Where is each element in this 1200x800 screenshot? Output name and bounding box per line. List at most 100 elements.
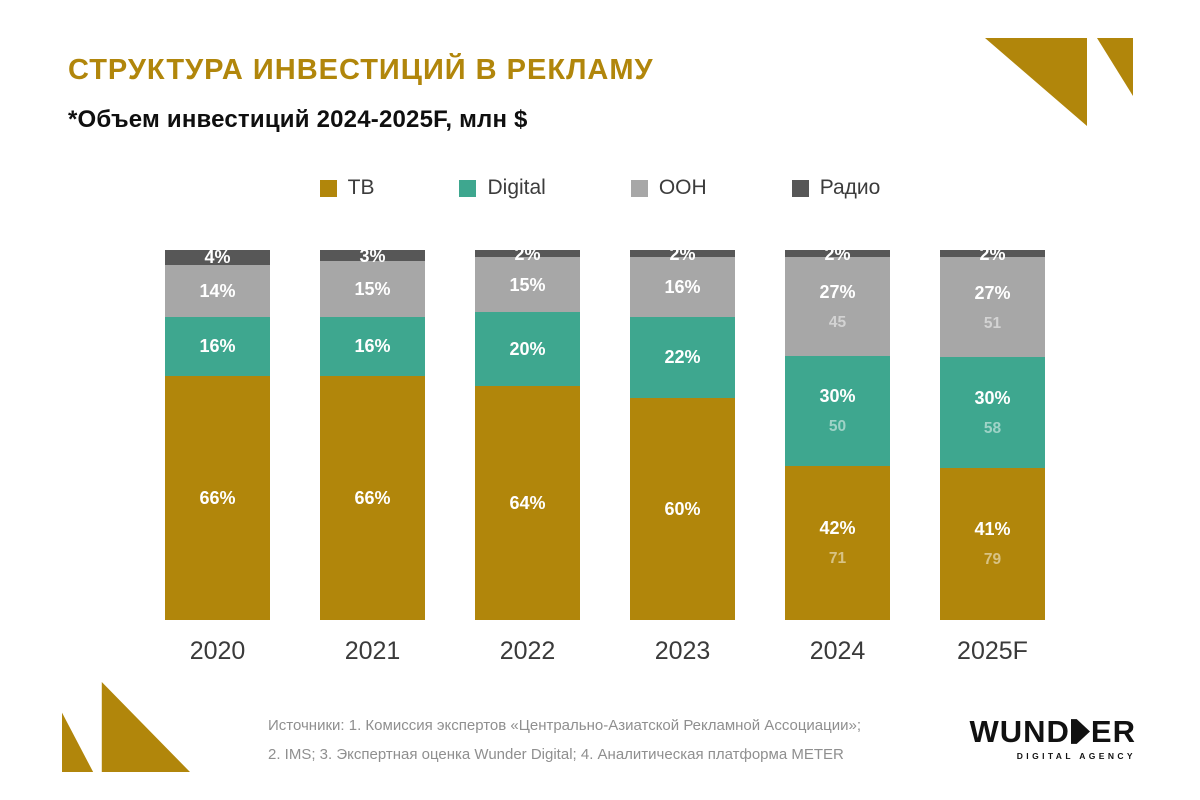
segment-OOH-2020: 14% (165, 264, 270, 317)
legend-item-Радио: Радио (791, 176, 881, 200)
stacked-bar-chart: 4% 14% 16% 66% 2020 3% 15% 16% 66% 2021 2% 15% 20% 64… (165, 245, 1045, 666)
segment-Радио-2023: 2% (630, 245, 735, 263)
segment-OOH-2025F: 27% 51 (940, 257, 1045, 358)
segment-percent-label: 16% (199, 336, 236, 357)
segment-Digital-2021: 16% (320, 316, 425, 376)
segment-abs-value-label: 79 (983, 551, 1002, 569)
segment-percent-label: 14% (199, 280, 236, 301)
legend-label: ТВ (347, 176, 375, 199)
legend-item-ТВ: ТВ (319, 176, 375, 200)
page-subtitle: *Объем инвестиций 2024-2025F, млн $ (68, 106, 528, 133)
segment-abs-value-label: 45 (828, 313, 847, 331)
segment-abs-value-label: 50 (828, 418, 847, 436)
segment-percent-label: 64% (509, 492, 546, 513)
segment-percent-label: 27% (974, 282, 1011, 303)
logo-text-right: ER (1090, 714, 1136, 749)
segment-percent-label: 66% (354, 487, 391, 508)
segment-Digital-2020: 16% (165, 316, 270, 376)
stacked-bar: 2% 27% 51 30% 58 41% 79 (940, 245, 1045, 620)
legend-item-Digital: Digital (459, 176, 546, 200)
segment-percent-label: 2% (824, 243, 851, 264)
stacked-bar: 2% 27% 45 30% 50 42% 71 (785, 245, 890, 620)
segment-percent-label: 2% (669, 243, 696, 264)
segment-ТВ-2022: 64% (475, 385, 580, 620)
segment-abs-value-label: 51 (983, 314, 1002, 332)
category-label: 2023 (654, 637, 711, 665)
segment-Digital-2022: 20% (475, 312, 580, 386)
segment-percent-label: 3% (359, 245, 386, 266)
segment-OOH-2023: 16% (630, 257, 735, 317)
segment-abs-value-label: 71 (828, 550, 847, 568)
segment-Digital-2024: 30% 50 (785, 356, 890, 467)
sources-line-1: Источники: 1. Комиссия экспертов «Центра… (268, 717, 861, 734)
segment-percent-label: 2% (514, 243, 541, 264)
stacked-bar: 3% 15% 16% 66% (320, 247, 425, 620)
bar-column-2024: 2% 27% 45 30% 50 42% 71 2024 (785, 245, 890, 666)
segment-ТВ-2021: 66% (320, 375, 425, 620)
segment-abs-value-label: 58 (983, 420, 1002, 438)
stacked-bar: 2% 16% 22% 60% (630, 245, 735, 620)
category-label: 2022 (499, 637, 556, 665)
segment-percent-label: 66% (199, 487, 236, 508)
segment-Радио-2024: 2% (785, 245, 890, 263)
bar-column-2023: 2% 16% 22% 60% 2023 (630, 245, 735, 666)
segment-ТВ-2024: 42% 71 (785, 466, 890, 620)
bar-column-2021: 3% 15% 16% 66% 2021 (320, 247, 425, 666)
segment-percent-label: 20% (509, 338, 546, 359)
page-title: СТРУКТУРА ИНВЕСТИЦИЙ В РЕКЛАМУ (68, 54, 654, 86)
chart-legend: ТВ Digital OOH Радио (0, 176, 1200, 200)
segment-ТВ-2020: 66% (165, 375, 270, 620)
segment-Радио-2021: 3% (320, 247, 425, 265)
segment-Радио-2020: 4% (165, 247, 270, 268)
segment-percent-label: 22% (664, 347, 701, 368)
corner-ornament-bottom-left (62, 682, 190, 772)
stacked-bar: 2% 15% 20% 64% (475, 245, 580, 620)
segment-percent-label: 15% (509, 274, 546, 295)
category-label: 2020 (189, 637, 246, 665)
legend-swatch (319, 179, 337, 197)
segment-percent-label: 16% (664, 276, 701, 297)
segment-OOH-2022: 15% (475, 257, 580, 313)
legend-label: OOH (658, 176, 707, 199)
legend-swatch (791, 179, 809, 197)
segment-Digital-2023: 22% (630, 316, 735, 398)
segment-ТВ-2023: 60% (630, 397, 735, 620)
segment-percent-label: 41% (974, 519, 1011, 540)
sources-note: Источники: 1. Комиссия экспертов «Центра… (268, 712, 861, 769)
segment-Радио-2022: 2% (475, 245, 580, 263)
segment-Digital-2025F: 30% 58 (940, 357, 1045, 469)
category-label: 2021 (344, 637, 401, 665)
segment-Радио-2025F: 2% (940, 245, 1045, 263)
stacked-bar: 4% 14% 16% 66% (165, 247, 270, 620)
bar-column-2025F: 2% 27% 51 30% 58 41% 79 2025F (940, 245, 1045, 666)
legend-swatch (630, 179, 648, 197)
legend-swatch (459, 179, 477, 197)
segment-percent-label: 30% (819, 386, 856, 407)
legend-label: Радио (819, 176, 881, 199)
segment-percent-label: 27% (819, 281, 856, 302)
segment-percent-label: 30% (974, 388, 1011, 409)
sources-line-2: 2. IMS; 3. Экспертная оценка Wunder Digi… (268, 745, 844, 763)
segment-percent-label: 15% (354, 278, 391, 299)
segment-ТВ-2025F: 41% 79 (940, 468, 1045, 620)
bar-column-2020: 4% 14% 16% 66% 2020 (165, 247, 270, 666)
wunder-logo: WUND ER DIGITAL AGENCY (970, 716, 1137, 761)
segment-percent-label: 60% (664, 498, 701, 519)
segment-percent-label: 42% (819, 518, 856, 539)
segment-percent-label: 16% (354, 336, 391, 357)
wunder-logo-d-mark-icon (1070, 719, 1090, 744)
category-label: 2025F (957, 637, 1028, 665)
segment-OOH-2021: 15% (320, 261, 425, 317)
legend-item-OOH: OOH (630, 176, 707, 200)
legend-label: Digital (487, 176, 546, 199)
logo-text-left: WUND (969, 714, 1070, 749)
corner-ornament-top-right (985, 38, 1133, 126)
segment-percent-label: 4% (204, 247, 231, 268)
category-label: 2024 (809, 637, 866, 665)
segment-OOH-2024: 27% 45 (785, 257, 890, 357)
bar-column-2022: 2% 15% 20% 64% 2022 (475, 245, 580, 666)
segment-percent-label: 2% (979, 243, 1006, 264)
wunder-logo-wordmark: WUND ER (970, 716, 1137, 747)
wunder-logo-tagline: DIGITAL AGENCY (1016, 751, 1136, 761)
